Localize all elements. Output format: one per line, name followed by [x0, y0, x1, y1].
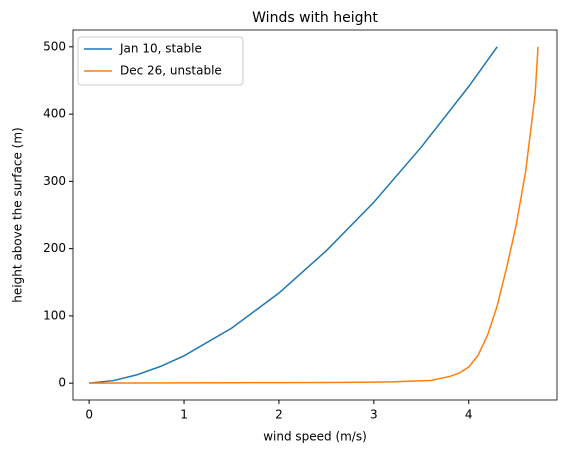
- x-tick-label: 4: [465, 408, 473, 422]
- y-tick-label: 400: [43, 107, 66, 121]
- y-tick-label: 500: [43, 39, 66, 53]
- legend-label: Dec 26, unstable: [120, 64, 222, 78]
- legend-label: Jan 10, stable: [119, 42, 202, 56]
- y-tick-label: 100: [43, 308, 66, 322]
- y-tick-label: 200: [43, 241, 66, 255]
- y-tick-label: 300: [43, 174, 66, 188]
- x-tick-label: 3: [370, 408, 378, 422]
- plot-frame: [72, 29, 558, 401]
- y-axis-label: height above the surface (m): [11, 127, 25, 302]
- line: [89, 46, 539, 384]
- x-axis-label: wind speed (m/s): [263, 430, 367, 444]
- x-tick-label: 2: [275, 408, 283, 422]
- x-tick-label: 1: [180, 408, 188, 422]
- line: [89, 46, 498, 384]
- legend-box: [77, 36, 244, 86]
- y-tick-label: 0: [58, 376, 66, 390]
- chart-title: Winds with height: [252, 10, 378, 26]
- x-tick-label: 0: [85, 408, 93, 422]
